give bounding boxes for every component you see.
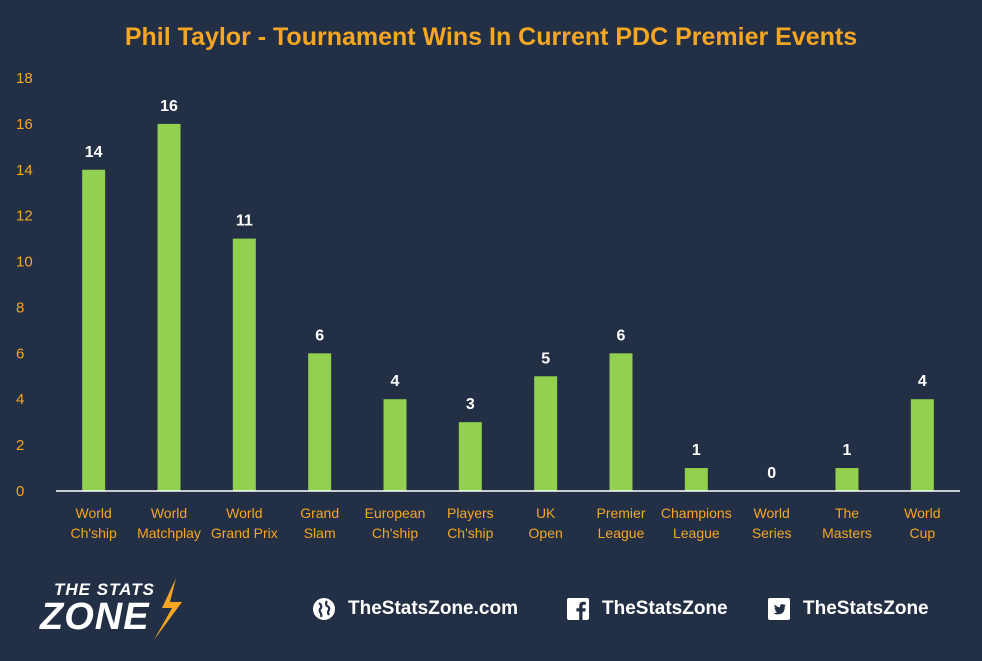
bars [82,123,934,491]
x-tick-label: European Ch'ship [365,505,426,541]
logo-swoosh-icon [154,578,182,640]
stats-zone-logo: THE STATS ZONE [36,574,216,644]
data-label: 14 [85,144,103,161]
bar [308,353,332,491]
chart-title: Phil Taylor - Tournament Wins In Current… [125,23,857,51]
y-tick-label: 6 [16,345,24,362]
y-tick-label: 18 [16,70,33,87]
data-label: 0 [767,465,776,482]
x-tick-label: The Masters [822,505,872,541]
bar [157,123,181,491]
twitter-link[interactable]: TheStatsZone [767,594,929,624]
data-label: 4 [391,373,400,390]
data-label: 5 [541,350,550,367]
data-label: 3 [466,396,475,413]
x-tick-label: Premier League [596,505,645,541]
x-tick-label: World Series [752,505,792,541]
y-tick-label: 14 [16,162,33,179]
y-tick-label: 16 [16,116,33,133]
data-label: 1 [692,442,701,459]
y-tick-label: 0 [16,483,24,500]
twitter-icon [768,598,790,620]
data-label: 4 [918,373,927,390]
bar [684,468,708,491]
x-tick-label: UK Open [529,505,563,541]
bar [383,399,407,491]
x-tick-label: World Grand Prix [211,505,278,541]
data-label: 6 [315,327,324,344]
x-tick-label: Champions League [661,505,732,541]
y-axis-ticks: 0 2 4 6 8 10 12 14 16 18 [16,70,33,500]
x-tick-label: Players Ch'ship [447,505,494,541]
x-tick-label: World Cup [904,505,940,541]
data-label: 11 [236,213,253,230]
bar [82,169,106,491]
bar-chart: Phil Taylor - Tournament Wins In Current… [16,23,960,541]
y-tick-label: 2 [16,437,24,454]
data-label: 6 [617,327,626,344]
twitter-text: TheStatsZone [803,598,929,619]
footer: THE STATS ZONE TheStatsZone.com TheStats… [0,570,982,650]
website-link[interactable]: TheStatsZone.com [312,594,518,624]
x-tick-label: World Ch'ship [71,505,117,541]
y-tick-label: 12 [16,208,33,225]
data-label: 16 [160,98,178,115]
bar [609,353,633,491]
bar [232,238,256,491]
x-axis-ticks: World Ch'ship World Matchplay World Grand Pri… [71,505,941,541]
x-tick-label: Grand Slam [300,505,339,541]
logo-text-bottom: ZONE [40,596,150,638]
y-tick-label: 8 [16,299,24,316]
facebook-text: TheStatsZone [602,598,728,619]
bar [458,422,482,491]
facebook-link[interactable]: TheStatsZone [566,594,728,624]
y-tick-label: 10 [16,254,33,271]
data-label: 1 [843,442,852,459]
facebook-icon [567,598,589,620]
x-tick-label: World Matchplay [137,505,201,541]
logo-text-top: THE STATS [54,580,155,599]
y-tick-label: 4 [16,391,24,408]
bar [534,376,558,491]
bar [835,468,859,491]
bar [910,399,934,491]
website-text: TheStatsZone.com [348,598,518,619]
globe-icon [313,598,335,620]
